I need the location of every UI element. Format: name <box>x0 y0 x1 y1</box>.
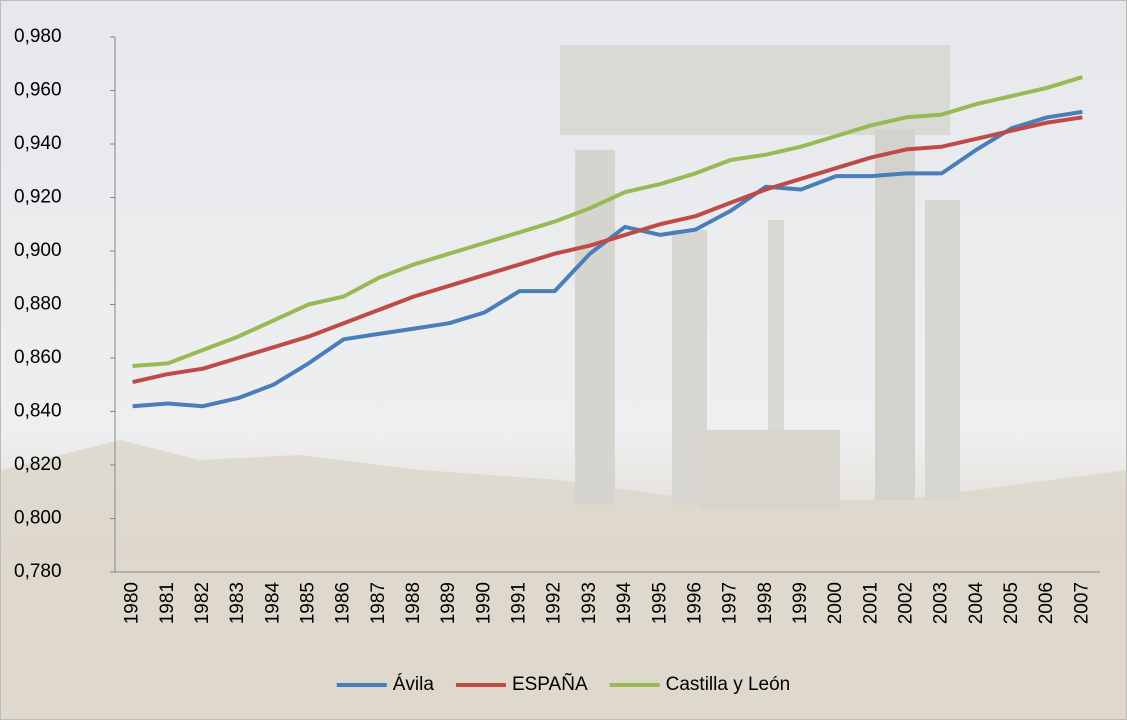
x-tick-label: 1989 <box>438 582 459 624</box>
x-tick-label: 1996 <box>684 582 705 624</box>
x-tick-label: 1994 <box>614 582 635 625</box>
legend-label: Ávila <box>393 674 435 695</box>
y-tick-label: 0,940 <box>14 133 62 154</box>
y-tick-label: 0,920 <box>14 187 62 208</box>
x-tick-label: 1981 <box>157 582 178 624</box>
x-tick-label: 2006 <box>1036 582 1057 624</box>
x-tick-label: 1990 <box>473 582 494 624</box>
x-tick-label: 1983 <box>227 582 248 624</box>
x-tick-label: 2000 <box>825 582 846 624</box>
y-tick-label: 0,820 <box>14 454 62 475</box>
x-tick-label: 2002 <box>896 582 917 624</box>
x-tick-label: 1982 <box>192 582 213 624</box>
legend-label: ESPAÑA <box>512 673 588 695</box>
x-tick-label: 1999 <box>790 582 811 624</box>
x-tick-label: 1993 <box>579 582 600 624</box>
y-tick-label: 0,800 <box>14 508 62 529</box>
x-tick-label: 2003 <box>931 582 952 624</box>
x-tick-label: 1984 <box>262 582 283 625</box>
x-tick-label: 2005 <box>1001 582 1022 624</box>
y-tick-label: 0,880 <box>14 294 62 315</box>
x-tick-label: 1985 <box>297 582 318 624</box>
y-tick-label: 0,900 <box>14 240 62 261</box>
x-tick-label: 1995 <box>649 582 670 624</box>
x-tick-label: 2007 <box>1071 582 1092 624</box>
y-tick-label: 0,980 <box>14 26 62 47</box>
y-tick-label: 0,860 <box>14 347 62 368</box>
x-tick-label: 1998 <box>755 582 776 624</box>
x-tick-label: 1980 <box>122 582 143 624</box>
x-tick-label: 1988 <box>403 582 424 624</box>
x-tick-label: 1997 <box>720 582 741 624</box>
legend: Ávila ESPAÑA Castilla y León <box>337 673 791 695</box>
y-tick-label: 0,840 <box>14 401 62 422</box>
x-tick-label: 2001 <box>860 582 881 624</box>
x-tick-label: 1986 <box>333 582 354 624</box>
y-tick-label: 0,780 <box>14 561 62 582</box>
legend-label: Castilla y León <box>666 674 791 695</box>
chart: 0,780 0,800 0,820 0,840 0,860 0,880 0,900 0,920… <box>0 0 1127 720</box>
x-tick-label: 1991 <box>509 582 530 624</box>
x-tick-label: 1987 <box>368 582 389 624</box>
x-tick-label: 1992 <box>544 582 565 624</box>
x-tick-label: 2004 <box>966 582 987 625</box>
y-tick-label: 0,960 <box>14 80 62 101</box>
